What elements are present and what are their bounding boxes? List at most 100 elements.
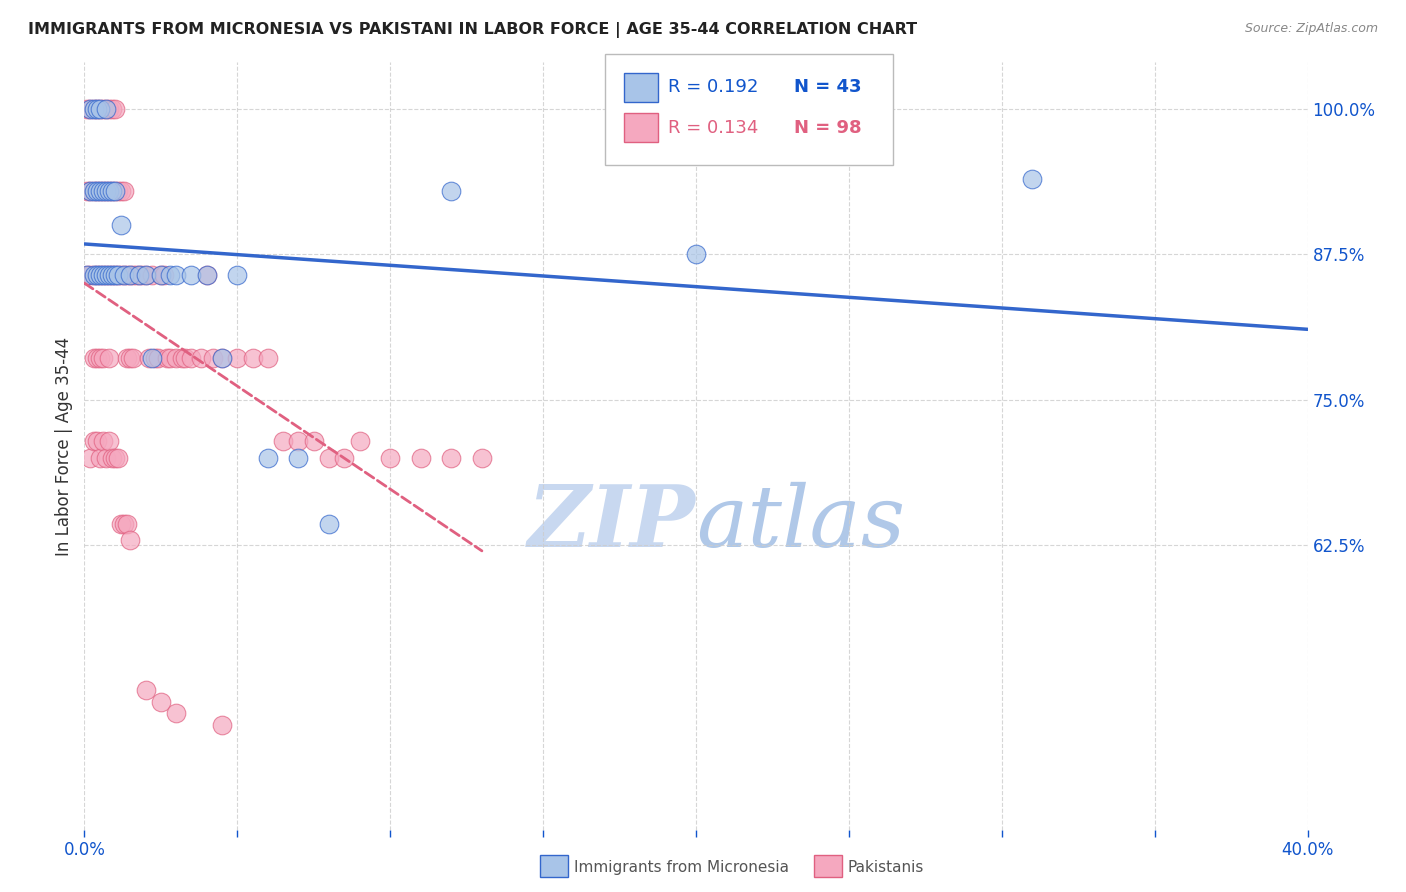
Point <box>86 434 108 449</box>
Point <box>104 450 127 465</box>
Point <box>76 268 98 282</box>
Point <box>165 351 187 365</box>
Point <box>101 268 124 282</box>
Point <box>79 185 101 199</box>
Point <box>86 102 108 116</box>
Point <box>146 351 169 365</box>
Point <box>110 516 132 531</box>
Point <box>141 268 163 282</box>
Text: Source: ZipAtlas.com: Source: ZipAtlas.com <box>1244 22 1378 36</box>
Point <box>120 268 142 282</box>
Point <box>115 516 138 531</box>
Point <box>83 268 105 282</box>
Point <box>91 268 114 282</box>
Point <box>89 185 111 199</box>
Point <box>94 102 117 116</box>
Point <box>143 351 166 365</box>
Point <box>107 268 129 282</box>
Point <box>104 185 127 199</box>
Point <box>159 268 181 282</box>
Point <box>91 102 114 116</box>
Point <box>104 185 127 199</box>
Point <box>122 268 145 282</box>
Point <box>104 268 127 282</box>
Point <box>112 268 135 282</box>
Point <box>83 102 105 116</box>
Point <box>89 185 111 199</box>
Point <box>79 268 101 282</box>
Text: R = 0.134: R = 0.134 <box>668 119 758 136</box>
Point <box>112 185 135 199</box>
Point <box>91 185 114 199</box>
Text: Immigrants from Micronesia: Immigrants from Micronesia <box>574 860 789 874</box>
Point <box>94 450 117 465</box>
Point <box>138 351 160 365</box>
Point <box>349 434 371 449</box>
Point <box>76 268 98 282</box>
Point <box>86 351 108 365</box>
Point <box>104 268 127 282</box>
Point <box>91 351 114 365</box>
Point <box>89 268 111 282</box>
Point <box>112 516 135 531</box>
Point <box>83 434 105 449</box>
Point <box>120 268 142 282</box>
Point <box>97 185 120 199</box>
Point <box>101 185 124 199</box>
Point <box>89 268 111 282</box>
Point <box>86 268 108 282</box>
Point <box>101 185 124 199</box>
Point <box>83 185 105 199</box>
Text: ZIP: ZIP <box>529 481 696 565</box>
Point <box>180 268 202 282</box>
Point <box>83 102 105 116</box>
Point <box>318 516 340 531</box>
Text: Pakistanis: Pakistanis <box>848 860 924 874</box>
Point <box>94 268 117 282</box>
Point <box>149 268 172 282</box>
Point <box>86 268 108 282</box>
Point <box>135 268 157 282</box>
Y-axis label: In Labor Force | Age 35-44: In Labor Force | Age 35-44 <box>55 336 73 556</box>
Point <box>409 450 432 465</box>
Point <box>110 268 132 282</box>
Point <box>89 102 111 116</box>
Point <box>685 247 707 261</box>
Point <box>79 450 101 465</box>
Point <box>165 268 187 282</box>
Point <box>190 351 212 365</box>
Point <box>91 268 114 282</box>
Point <box>120 351 142 365</box>
Point <box>120 533 142 548</box>
Point <box>79 102 101 116</box>
Point <box>89 351 111 365</box>
Point <box>174 351 197 365</box>
Point <box>125 268 148 282</box>
Point <box>380 450 402 465</box>
Point <box>107 185 129 199</box>
Point <box>287 450 309 465</box>
Point <box>128 268 150 282</box>
Point <box>180 351 202 365</box>
Point <box>76 185 98 199</box>
Point <box>257 351 280 365</box>
Point <box>97 351 120 365</box>
Text: N = 98: N = 98 <box>794 119 862 136</box>
Point <box>135 268 157 282</box>
Point <box>94 185 117 199</box>
Point <box>128 268 150 282</box>
Point <box>91 185 114 199</box>
Point <box>226 351 249 365</box>
Point <box>83 185 105 199</box>
Point <box>79 102 101 116</box>
Point <box>287 434 309 449</box>
Point <box>79 185 101 199</box>
Point <box>97 268 120 282</box>
Point <box>91 434 114 449</box>
Point <box>101 450 124 465</box>
Point <box>131 268 153 282</box>
Point <box>86 185 108 199</box>
Point <box>115 351 138 365</box>
Point <box>107 268 129 282</box>
Point <box>1021 171 1043 186</box>
